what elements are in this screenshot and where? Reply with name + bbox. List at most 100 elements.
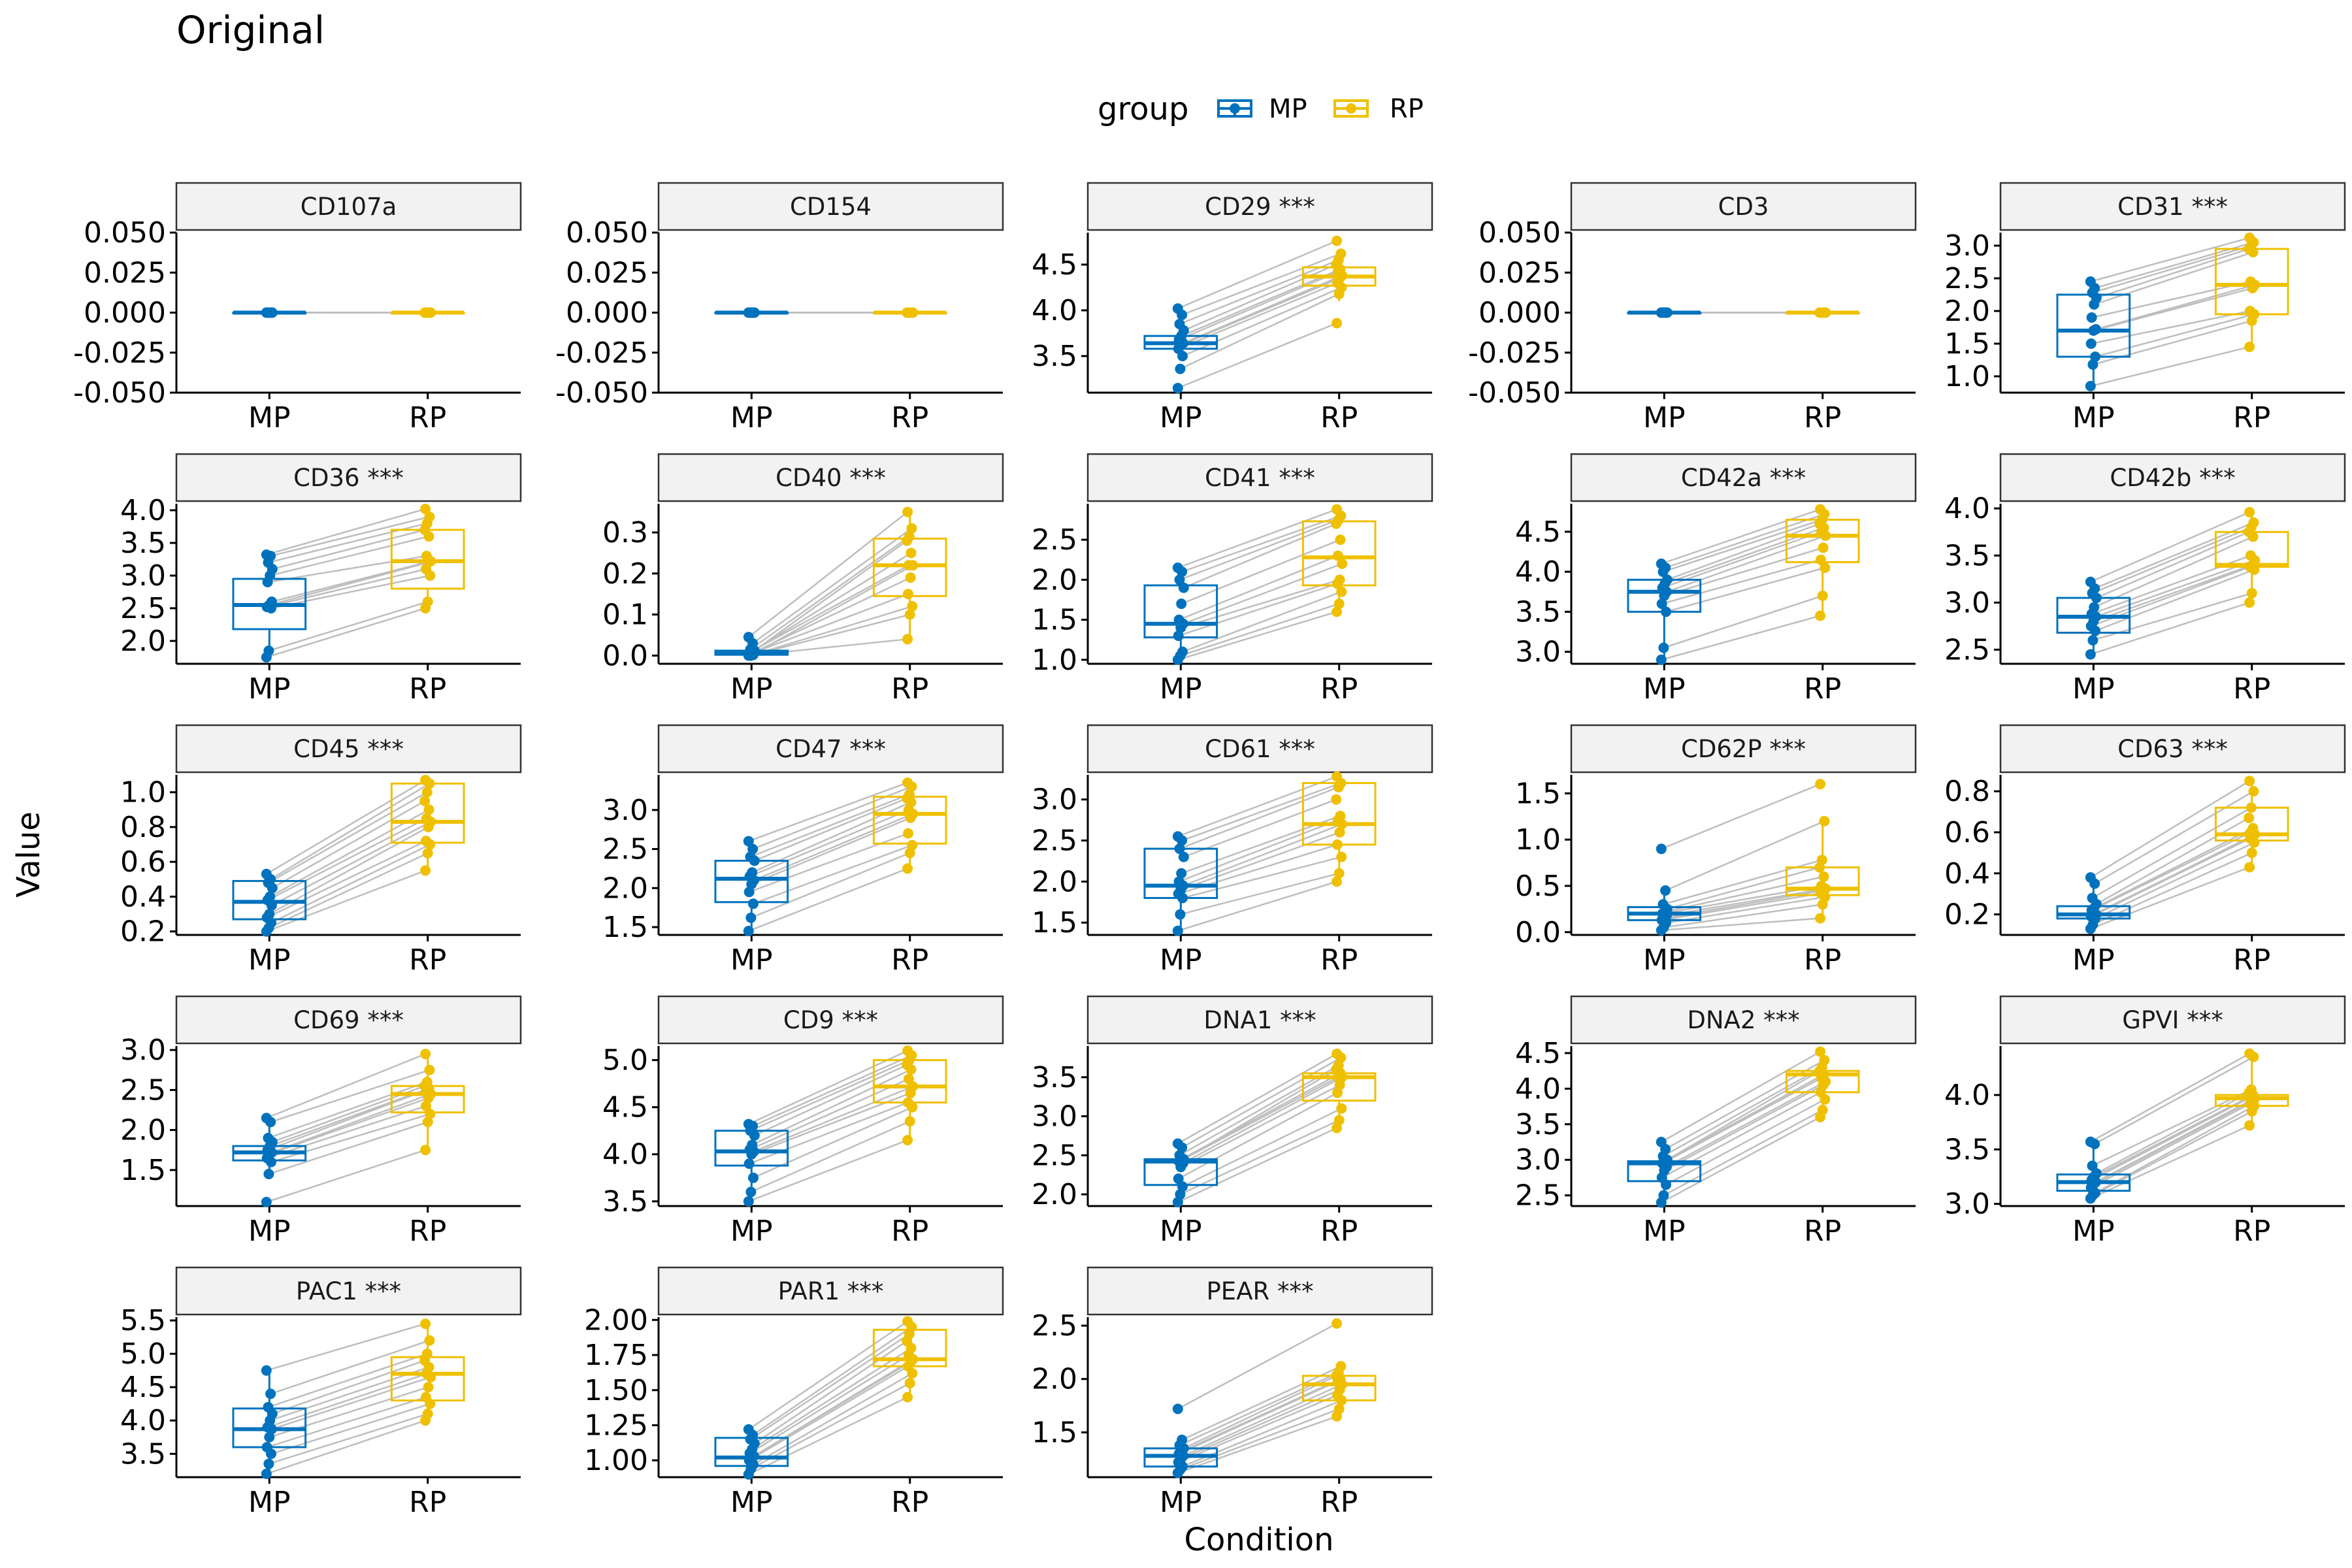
y-tick-label: 0.5 (1515, 870, 1561, 903)
x-tick-label: RP (2233, 943, 2270, 977)
data-point-rp (1331, 771, 1343, 782)
paired-line (267, 791, 428, 884)
panel-strip-label: PEAR *** (1207, 1277, 1314, 1305)
data-point-rp (421, 836, 432, 847)
y-tick-label: 3.0 (602, 794, 648, 827)
legend-key-mp (1217, 99, 1252, 118)
panel: PAR1 *** 2.001.751.501.251.00 MP RP (584, 1266, 1004, 1519)
paired-line (2093, 564, 2253, 623)
y-tick-label: 1.5 (602, 911, 648, 944)
data-point-rp (906, 547, 917, 559)
x-tick-label: RP (1320, 943, 1358, 977)
data-point-mp (2086, 312, 2097, 323)
panel-strip-label: CD45 *** (293, 735, 404, 763)
panel-strip-label: PAC1 *** (296, 1277, 401, 1305)
y-tick-label: 3.0 (120, 559, 166, 593)
paired-line (1181, 1378, 1341, 1452)
data-point-mp (745, 1186, 757, 1198)
x-tick-label: MP (2072, 672, 2115, 706)
paired-line (272, 529, 425, 570)
paired-line (2095, 1097, 2255, 1183)
data-point-rp (902, 1392, 913, 1403)
paired-line (2094, 241, 2254, 289)
y-tick-label: -0.050 (1468, 376, 1561, 410)
paired-line (1661, 892, 1821, 921)
paired-line (1177, 240, 1337, 310)
data-point-mp (1172, 303, 1183, 314)
panel: GPVI *** 4.0 3.5 3.0 MP RP (1944, 995, 2346, 1248)
data-point-rp (903, 589, 914, 600)
panel-strip (175, 724, 522, 774)
paired-line (1180, 602, 1340, 657)
data-point-rp (2247, 823, 2259, 834)
y-tick-label: 3.0 (1032, 1100, 1077, 1134)
paired-line (270, 783, 431, 880)
data-point-rp (420, 307, 431, 318)
data-point-mp (1173, 1173, 1184, 1184)
panel-strip (175, 1266, 522, 1316)
y-tick-label: 2.5 (1032, 523, 1077, 557)
data-point-rp (1815, 779, 1826, 790)
x-axis-title: Condition (1184, 1522, 1333, 1558)
panel-strip (1086, 1266, 1433, 1316)
data-point-mp (264, 1431, 275, 1443)
panel: CD29 *** 4.5 4.0 3.5 MP RP (1032, 182, 1433, 434)
data-point-mp (747, 1172, 759, 1183)
x-tick-label: RP (891, 401, 928, 434)
x-tick-label: MP (730, 1215, 773, 1248)
paired-line (1183, 1375, 1337, 1450)
x-tick-label: RP (891, 672, 928, 706)
data-point-rp (1819, 1054, 1830, 1066)
paired-line (1179, 1380, 1339, 1455)
data-point-rp (902, 777, 913, 788)
y-tick-label: 0.8 (120, 811, 166, 844)
data-point-rp (1335, 1361, 1347, 1372)
x-tick-label: RP (891, 1215, 928, 1248)
paired-line (753, 813, 913, 881)
y-tick-label: 5.0 (602, 1044, 648, 1077)
x-tick-label: RP (409, 401, 446, 434)
data-point-mp (2085, 649, 2096, 660)
data-point-rp (1817, 1105, 1828, 1115)
paired-line (267, 817, 427, 901)
paired-line (1178, 282, 1338, 350)
paired-line (2092, 244, 2252, 294)
paired-line (2096, 248, 2249, 299)
paired-line (270, 1403, 431, 1455)
paired-line (270, 1339, 430, 1395)
y-tick-label: 1.0 (1944, 360, 1990, 393)
panel-strip (1999, 995, 2346, 1045)
data-point-rp (1815, 504, 1826, 515)
paired-line (267, 840, 427, 919)
x-tick-label: RP (891, 1486, 928, 1519)
paired-line (1177, 508, 1337, 569)
y-tick-label: 0.050 (1478, 216, 1561, 250)
x-tick-label: MP (248, 401, 291, 434)
y-tick-label: -0.050 (73, 376, 166, 410)
panel: CD42a *** 4.5 4.0 3.5 3.0 MP RP (1515, 453, 1917, 706)
panel-strip-label: CD42a *** (1681, 464, 1806, 492)
panel: CD42b *** 4.0 3.5 3.0 2.5 MP RP (1944, 453, 2346, 706)
panel-strip (657, 182, 1004, 231)
panel-strip (1570, 182, 1917, 231)
x-tick-label: RP (1804, 943, 1841, 977)
data-point-mp (2085, 381, 2096, 391)
paired-line (266, 1149, 426, 1203)
paired-line (1665, 1098, 1825, 1186)
x-tick-label: RP (2233, 1215, 2270, 1248)
y-tick-label: 0.2 (120, 915, 166, 949)
y-tick-label: 1.0 (1515, 823, 1561, 857)
panel: CD107a 0.050 0.025 0.000 -0.025 -0.050 MP RP (73, 182, 522, 434)
paired-line (266, 607, 426, 659)
paired-line (2090, 1124, 2250, 1200)
data-point-rp (902, 863, 913, 874)
data-point-mp (2085, 1136, 2096, 1147)
y-tick-label: 3.0 (1944, 229, 1990, 263)
y-tick-label: -0.025 (1468, 336, 1561, 370)
paired-line (268, 852, 429, 929)
paired-line (1665, 820, 1825, 892)
data-point-rp (1331, 606, 1343, 617)
y-tick-label: 3.5 (120, 527, 166, 560)
data-point-rp (1818, 871, 1829, 882)
data-point-mp (1172, 383, 1183, 393)
